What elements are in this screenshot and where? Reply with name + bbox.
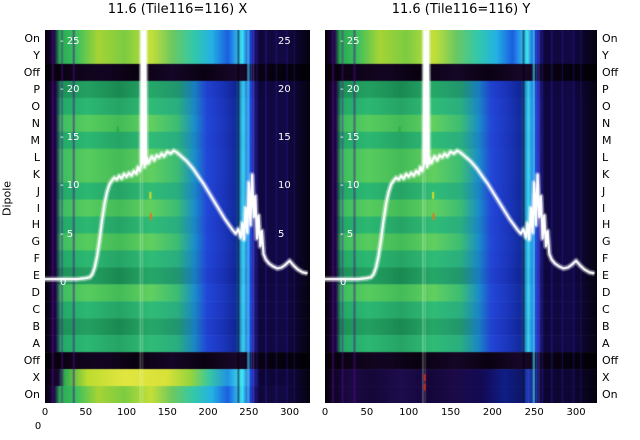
dipole-label-right: M [602,133,612,147]
dipole-label-left: M [30,133,41,147]
dipole-label-right: A [602,337,610,351]
dipole-label-right: Off [602,354,619,368]
inner-ytick-label: - 10 [340,180,360,192]
x-tick-label: 200 [198,407,218,418]
inner-ytick-label: 0 [340,277,347,288]
dipole-label-right: On [602,31,618,45]
dipole-label-left: B [32,320,40,334]
x-tick-label: 0 [41,407,49,418]
dipole-label-left: D [31,286,40,300]
dipole-label-right: K [602,167,610,181]
dipole-label-right: B [602,320,610,334]
dipole-label-right: G [602,235,611,249]
inner-ytick-label: - 10 [60,180,80,192]
dipole-label-left: K [32,167,40,181]
dipole-label-left: Off [23,354,40,368]
dipole-label-right: H [602,218,611,232]
x-tick-label: 0 [321,407,329,418]
inner-ytick-label: - 15 [60,132,80,144]
x-tick-label: 250 [524,407,544,418]
dipole-labels-right: On Y Off P O N M L K J I H G F E D C B A Off X On [602,0,640,440]
inner-ytick-label: - 20 [340,83,360,95]
x-tick-label: 50 [79,407,93,418]
dipole-label-left: L [33,150,40,164]
dipole-label-right: On [602,388,618,402]
dipole-label-right: P [602,82,609,96]
inner-ytick-label-right: 20 [278,83,291,95]
inner-ytick-label: - 5 [60,228,74,240]
x-tick-label: 100 [399,407,419,418]
dipole-label-right: O [602,99,611,113]
dipole-label-right: X [602,371,610,385]
dipole-label-right: J [602,184,606,198]
heatmap-panel-y: - 25 - 20 - 15 - 10 - 5 0 [325,30,597,403]
dipole-label-right: F [602,252,609,266]
dipole-label-left: On [24,31,40,45]
dipole-label-right: Off [602,65,619,79]
dipole-label-right: N [602,116,611,130]
panel-title-x: 11.6 (Tile116=116) X [107,2,248,17]
dipole-label-left: O [31,99,40,113]
dipole-label-left: G [31,235,40,249]
dipole-label-right: L [602,150,609,164]
dipole-label-right: I [602,201,606,215]
x-tick-label: 150 [157,407,177,418]
dipole-label-left: I [36,201,40,215]
inner-ytick-label: - 25 [60,35,80,47]
dipole-label-left: P [33,82,40,96]
x-tick-label: 200 [482,407,502,418]
dipole-label-right: E [602,269,609,283]
inner-ytick-label-right: 10 [278,180,291,192]
dipole-label-left: On [24,388,40,402]
dipole-label-left: E [33,269,40,283]
dipole-label-left: F [33,252,40,266]
inner-ytick-label: 0 [60,277,67,288]
inner-ytick-label-right: 25 [278,35,291,47]
inner-ytick-label-right: 15 [278,132,291,144]
x-tick-label: 150 [440,407,461,418]
x-tick-label: 100 [116,407,137,418]
dipole-label-left: C [32,303,40,317]
inner-ytick-label: - 15 [340,132,360,144]
x-tick-label: 300 [280,407,300,418]
x-tick-label: 300 [566,407,586,418]
x-tick-label: 50 [360,407,374,418]
dipole-label-right: C [602,303,610,317]
heatmap-canvas-y [325,30,597,403]
dipole-label-right: D [602,286,611,300]
dipole-label-left: X [32,371,40,385]
stray-zero-label: 0 [34,421,42,432]
heatmap-canvas-x [45,30,310,403]
dipole-label-left: A [32,337,40,351]
inner-ytick-label: - 20 [60,83,80,95]
x-tick-label: 250 [239,407,259,418]
inner-ytick-label: - 25 [340,35,360,47]
inner-ytick-label-right: 5 [278,228,285,240]
dipole-label-left: Off [23,65,40,79]
dipole-label-left: N [31,116,40,130]
heatmap-panel-x: - 25 - 20 - 15 - 10 - 5 0 25 20 15 10 5 [45,30,310,403]
inner-ytick-label: - 5 [340,228,354,240]
dipole-labels-left: On Y Off P O N M L K J I H G F E D C B A Off X On [2,0,40,440]
panel-title-y: 11.6 (Tile116=116) Y [391,2,531,17]
dipole-label-left: Y [33,48,40,62]
dipole-label-right: Y [602,48,609,62]
dipole-label-left: J [36,184,40,198]
dipole-label-left: H [31,218,40,232]
